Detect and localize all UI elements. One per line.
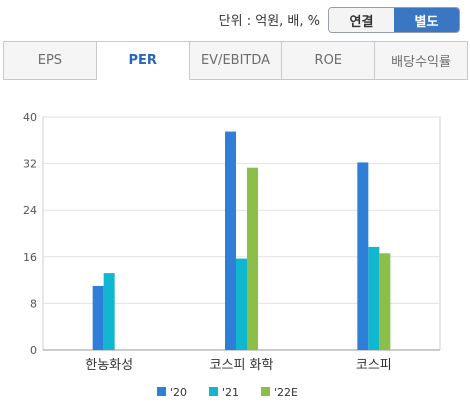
x-category-label: 한농화성 <box>85 358 133 373</box>
bar <box>92 285 104 350</box>
bar <box>236 258 247 350</box>
tab-eps[interactable]: EPS <box>4 42 97 80</box>
tab-dividend-yield[interactable]: 배당수익률 <box>375 42 468 80</box>
y-tick-label: 16 <box>23 251 37 264</box>
legend-label: '22E <box>274 386 298 399</box>
bar <box>103 273 115 350</box>
y-tick-label: 8 <box>30 297 37 310</box>
x-category-label: 코스피 화학 <box>210 358 274 373</box>
metric-tabs: EPS PER EV/EBITDA ROE 배당수익률 <box>3 41 468 80</box>
y-tick-label: 24 <box>23 204 37 217</box>
legend-swatch <box>209 387 218 396</box>
bar <box>368 246 380 350</box>
toggle-separate-button[interactable]: 별도 <box>394 8 459 32</box>
top-bar: 단위 : 억원, 배, % 연결 별도 <box>0 0 470 38</box>
legend-swatch <box>157 387 166 396</box>
consolidation-toggle: 연결 별도 <box>328 7 460 33</box>
unit-label: 단위 : 억원, 배, % <box>218 14 320 29</box>
bar <box>357 162 369 350</box>
x-category-label: 코스피 <box>356 358 392 373</box>
y-tick-label: 32 <box>23 158 37 171</box>
tab-per[interactable]: PER <box>96 42 190 80</box>
legend-label: '21 <box>222 386 239 399</box>
bar <box>225 131 236 350</box>
y-tick-label: 0 <box>30 344 37 357</box>
legend-swatch <box>261 387 270 396</box>
y-tick-label: 40 <box>23 111 37 124</box>
bar <box>247 167 258 350</box>
legend-label: '20 <box>170 386 187 399</box>
bar <box>379 253 391 350</box>
tab-ev-ebitda[interactable]: EV/EBITDA <box>189 42 283 80</box>
tab-roe[interactable]: ROE <box>282 42 376 80</box>
per-bar-chart: 0 8 16 24 32 40 한농화성 코스피 화학 코스피 '20 '21 '22E <box>23 111 441 399</box>
toggle-consolidated-button[interactable]: 연결 <box>329 8 394 32</box>
